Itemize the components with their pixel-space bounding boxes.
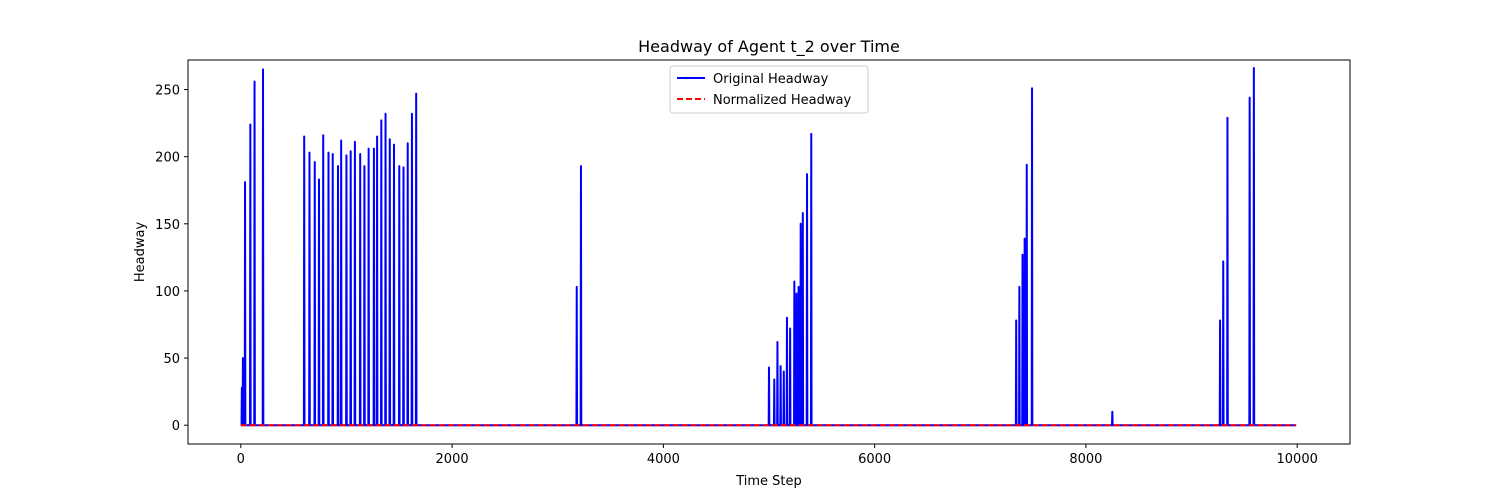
x-tick-label: 6000 <box>858 452 891 467</box>
legend-label-normalized: Normalized Headway <box>713 93 851 108</box>
series-original-headway-line <box>240 67 1297 427</box>
y-axis-ticks: 0 50 100 150 200 250 <box>155 84 188 434</box>
plot-frame <box>187 59 1351 445</box>
x-tick-label: 10000 <box>1277 452 1318 467</box>
y-tick-label: 150 <box>155 218 180 233</box>
y-tick-label: 0 <box>172 419 180 434</box>
y-tick-label: 250 <box>155 84 180 99</box>
y-axis-label: Headway <box>133 222 148 283</box>
y-tick-label: 50 <box>163 352 180 367</box>
y-tick-label: 200 <box>155 151 180 166</box>
legend-box <box>669 65 869 114</box>
plot-area <box>240 67 1297 427</box>
x-tick-label: 2000 <box>436 452 469 467</box>
legend: Original Headway Normalized Headway <box>669 65 869 114</box>
x-axis-label: Time Step <box>735 474 802 489</box>
y-tick-label: 100 <box>155 285 180 300</box>
chart-title: Headway of Agent t_2 over Time <box>638 37 900 57</box>
x-axis-ticks: 0 2000 4000 6000 8000 10000 <box>237 444 1318 467</box>
x-tick-label: 0 <box>237 452 245 467</box>
x-tick-label: 8000 <box>1069 452 1102 467</box>
legend-label-original: Original Headway <box>713 72 829 87</box>
x-tick-label: 4000 <box>647 452 680 467</box>
